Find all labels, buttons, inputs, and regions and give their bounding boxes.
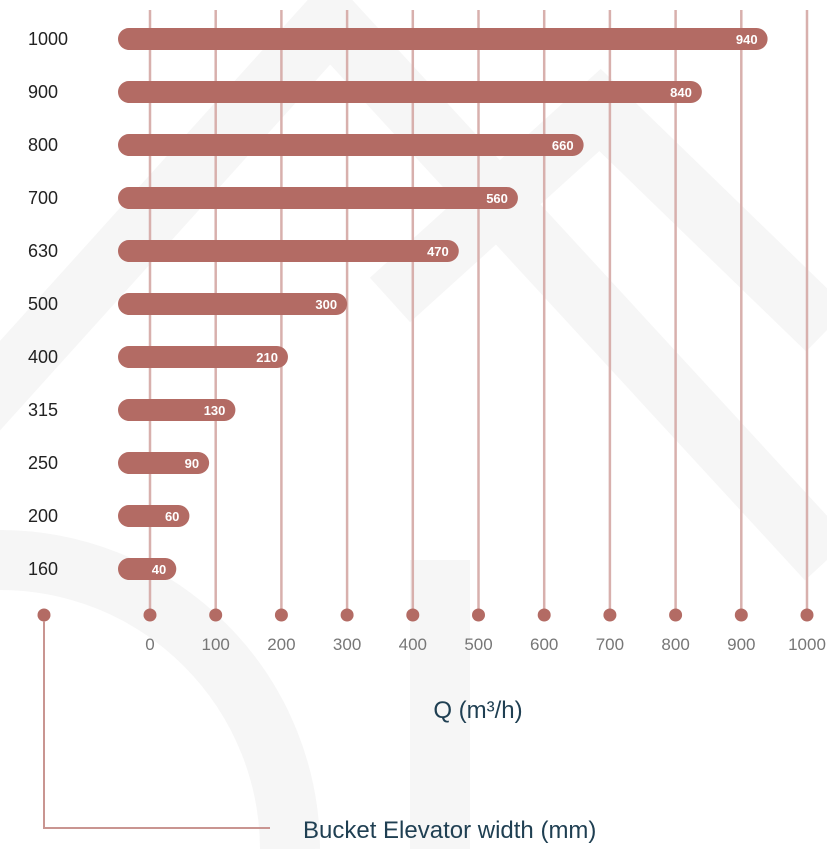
x-tick-label: 300 <box>333 635 361 654</box>
bar-800 <box>118 134 584 156</box>
x-tick-label: 700 <box>596 635 624 654</box>
x-tick-label: 800 <box>661 635 689 654</box>
category-label: 315 <box>28 400 58 420</box>
category-label: 160 <box>28 559 58 579</box>
bar-value-label: 940 <box>736 32 758 47</box>
bar-630 <box>118 240 459 262</box>
bar-value-label: 90 <box>185 456 199 471</box>
x-tick-label: 400 <box>399 635 427 654</box>
x-tick-label: 0 <box>145 635 154 654</box>
category-label: 700 <box>28 188 58 208</box>
y-axis-legend: Bucket Elevator width (mm) <box>37 608 596 844</box>
bar-value-label: 840 <box>670 85 692 100</box>
x-axis-ticks: 0 100 200 300 400 500 600 700 800 900 1000 <box>143 608 826 654</box>
x-axis-dot-900 <box>734 608 748 622</box>
x-axis-dot-700 <box>603 608 617 622</box>
x-axis-dot-600 <box>537 608 551 622</box>
bar-value-label: 470 <box>427 244 449 259</box>
y-axis-marker-dot <box>37 608 51 622</box>
x-axis-dot-400 <box>406 608 420 622</box>
category-label: 800 <box>28 135 58 155</box>
y-axis-bracket <box>43 621 270 829</box>
category-label: 630 <box>28 241 58 261</box>
x-axis-dot-100 <box>209 608 223 622</box>
category-label: 900 <box>28 82 58 102</box>
x-axis-dot-500 <box>472 608 485 622</box>
x-axis-dot-200 <box>274 608 288 622</box>
category-label: 250 <box>28 453 58 473</box>
x-axis-title: Q (m³/h) <box>433 697 522 724</box>
bar-200 <box>118 505 190 527</box>
y-axis-title: Bucket Elevator width (mm) <box>303 817 596 844</box>
bar-value-label: 40 <box>152 562 166 577</box>
x-tick-label: 100 <box>202 635 230 654</box>
bar-700 <box>118 187 518 209</box>
x-tick-label: 1000 <box>788 635 826 654</box>
category-label: 400 <box>28 347 58 367</box>
bar-value-label: 60 <box>165 509 179 524</box>
bar-315 <box>118 399 236 421</box>
x-tick-label: 600 <box>530 635 558 654</box>
bar-value-label: 560 <box>486 191 508 206</box>
bar-value-label: 210 <box>256 350 278 365</box>
x-axis-dot-800 <box>669 608 683 622</box>
x-axis-dot-0 <box>143 608 157 622</box>
x-tick-label: 200 <box>267 635 295 654</box>
bar-250 <box>118 452 210 474</box>
bar-value-label: 130 <box>204 403 226 418</box>
bar-500 <box>118 293 348 315</box>
bar-160 <box>118 558 177 580</box>
bar-value-label: 660 <box>552 138 574 153</box>
category-labels: 1000 900 800 700 630 500 400 315 250 200 160 <box>28 29 68 579</box>
category-label: 1000 <box>28 29 68 49</box>
x-axis-dot-1000 <box>800 608 814 622</box>
bar-900 <box>118 81 702 103</box>
x-tick-label: 900 <box>727 635 755 654</box>
bar-400 <box>118 346 288 368</box>
bars: 940 840 660 560 470 300 210 130 90 60 40 <box>118 28 768 580</box>
category-label: 500 <box>28 294 58 314</box>
x-axis-dot-300 <box>340 608 354 622</box>
bar-1000 <box>118 28 768 50</box>
category-label: 200 <box>28 506 58 526</box>
x-tick-label: 500 <box>464 635 492 654</box>
bar-value-label: 300 <box>315 297 337 312</box>
